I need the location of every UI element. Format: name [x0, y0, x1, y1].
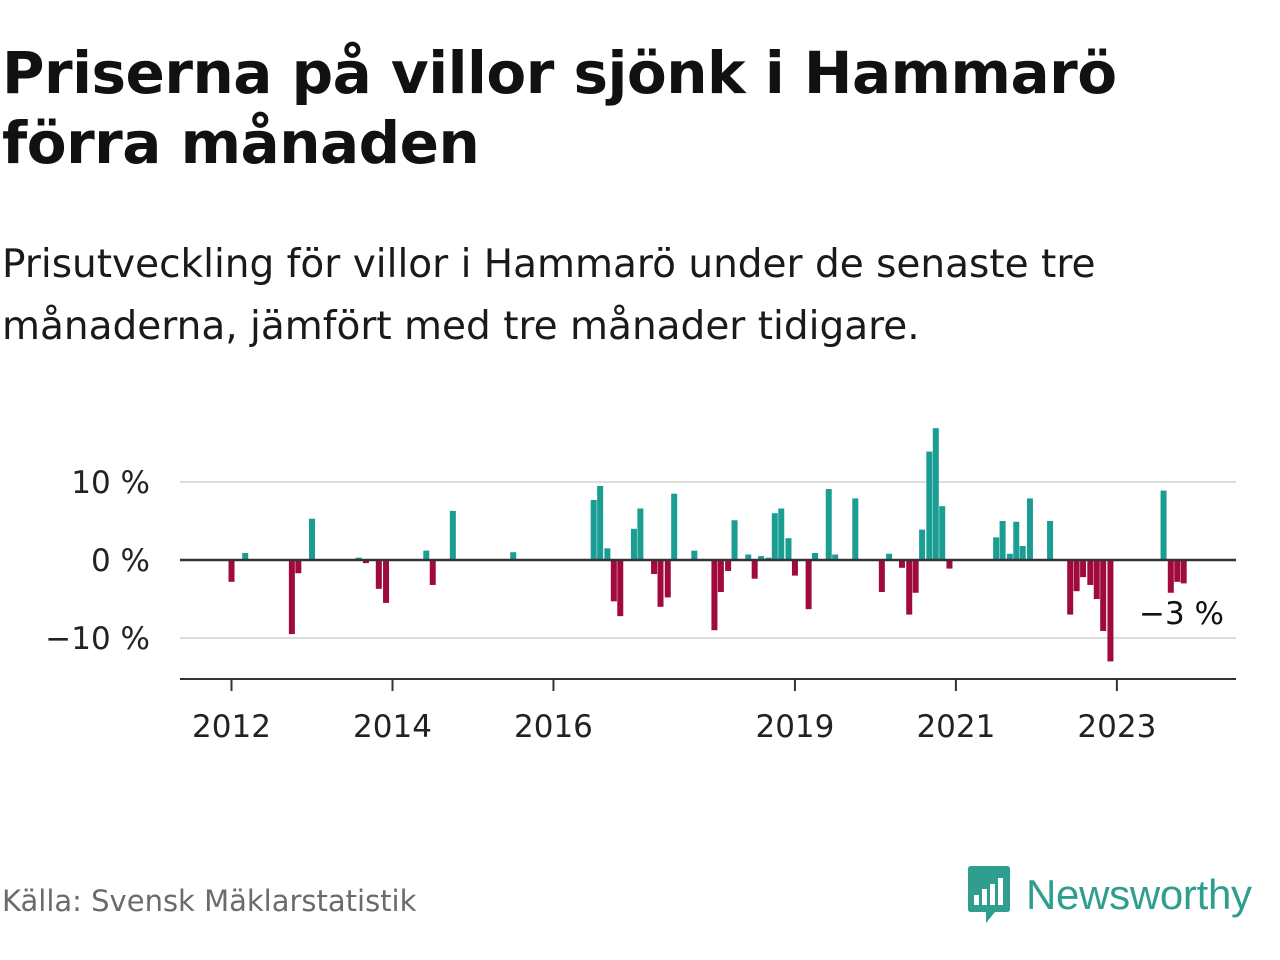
bar — [288, 560, 295, 635]
bar — [785, 538, 792, 560]
bar — [1107, 560, 1114, 662]
bar — [725, 560, 732, 571]
bar — [375, 560, 382, 589]
bar — [429, 560, 436, 585]
bar — [825, 489, 832, 560]
bar — [664, 560, 671, 598]
bar — [671, 493, 678, 560]
bar — [751, 560, 758, 579]
x-tick-label: 2012 — [192, 709, 271, 745]
bar — [1047, 521, 1054, 560]
bar — [651, 560, 658, 575]
y-tick-label: −10 % — [45, 621, 150, 657]
bar — [886, 553, 893, 560]
bar — [383, 560, 390, 603]
y-tick-label: 10 % — [71, 465, 150, 501]
bar — [657, 560, 664, 607]
bar — [912, 560, 919, 593]
bar — [778, 508, 785, 560]
bars — [228, 428, 1187, 662]
bar — [1026, 498, 1033, 560]
bar — [832, 554, 839, 560]
bar — [449, 510, 456, 560]
newsworthy-logo-text: Newsworthy — [1026, 871, 1252, 918]
grid-lines — [180, 481, 1236, 639]
newsworthy-logo: Newsworthy — [964, 864, 1252, 926]
bar — [791, 560, 798, 576]
bar — [1067, 560, 1074, 615]
bar — [946, 560, 953, 569]
newsworthy-logo-icon — [968, 866, 1010, 923]
bar-chart: 10 % 0 % −10 % 2012 2014 2016 2019 2021 2023 −3 % — [45, 428, 1236, 745]
bar — [597, 485, 604, 560]
bar — [1013, 521, 1020, 560]
bar — [993, 537, 1000, 560]
bar — [590, 499, 597, 560]
bar — [630, 528, 637, 560]
bar — [242, 552, 249, 560]
x-tick-label: 2014 — [353, 709, 432, 745]
bar — [731, 520, 738, 560]
y-tick-label: 0 % — [91, 543, 150, 579]
x-tick-label: 2019 — [755, 709, 834, 745]
bar — [637, 508, 644, 560]
bar — [1100, 560, 1107, 631]
bar — [906, 560, 913, 615]
bar — [309, 518, 315, 560]
bar — [617, 560, 624, 617]
bar — [771, 513, 778, 560]
bar — [510, 552, 517, 560]
x-tick-label: 2023 — [1077, 709, 1156, 745]
bar — [758, 556, 765, 560]
bar — [1006, 553, 1013, 560]
latest-value-label: −3 % — [1139, 596, 1224, 632]
bar — [1174, 560, 1181, 582]
bar — [1080, 560, 1087, 578]
bar — [1180, 560, 1187, 584]
bar — [295, 560, 302, 574]
bar — [1019, 545, 1026, 560]
bar — [228, 560, 235, 582]
x-tick-label: 2016 — [514, 709, 593, 745]
bar — [691, 550, 698, 560]
bar — [812, 552, 819, 560]
x-tick-label: 2021 — [916, 709, 995, 745]
bar — [745, 554, 752, 560]
bar — [932, 428, 939, 560]
bar — [711, 560, 718, 631]
bar — [939, 506, 946, 560]
bar — [604, 548, 611, 560]
source-note: Källa: Svensk Mäklarstatistik — [2, 884, 417, 918]
bar — [362, 560, 369, 564]
tick-labels: 10 % 0 % −10 % 2012 2014 2016 2019 2021 2023 −3 % — [45, 465, 1224, 745]
bar — [926, 451, 933, 560]
bar — [717, 560, 724, 592]
chart-subtitle: Prisutveckling för villor i Hammarö unde… — [2, 242, 1096, 349]
bar — [1093, 560, 1100, 599]
bar — [852, 498, 859, 560]
bar — [1073, 560, 1080, 592]
bar — [919, 529, 926, 560]
chart-title: Priserna på villor sjönk i Hammarö förra… — [2, 39, 1117, 177]
bar — [898, 560, 905, 568]
axes — [180, 558, 1236, 691]
bar — [423, 550, 430, 560]
bar — [805, 560, 812, 610]
bar — [1167, 560, 1174, 593]
bar — [1160, 490, 1167, 560]
bar — [878, 560, 885, 592]
bar — [999, 521, 1006, 560]
bar — [610, 560, 617, 602]
bar — [1087, 560, 1094, 585]
